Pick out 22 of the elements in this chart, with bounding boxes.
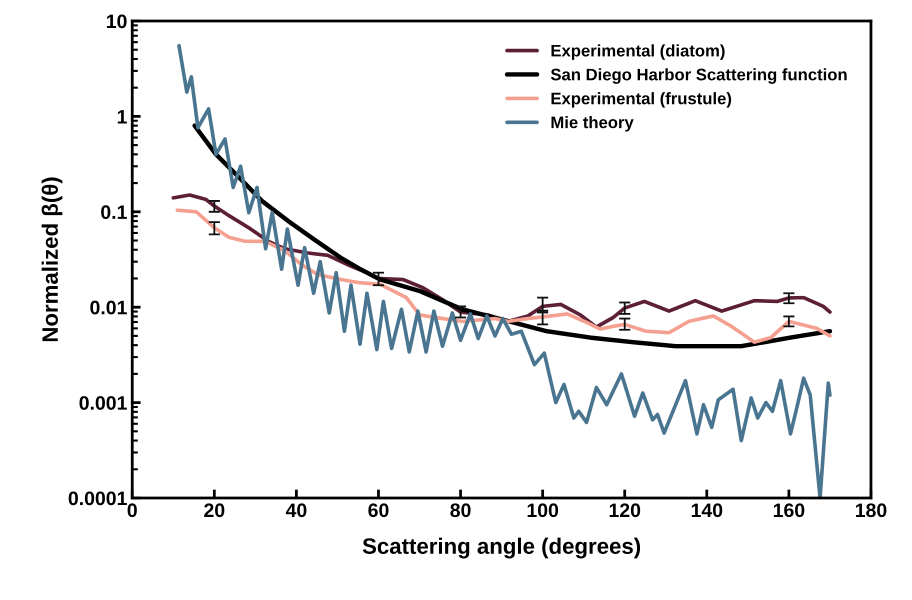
x-tick-label: 120 bbox=[610, 503, 640, 518]
y-tick-label: 10 bbox=[106, 14, 127, 28]
x-tick-label: 60 bbox=[368, 503, 388, 518]
legend-label: Mie theory bbox=[552, 116, 634, 132]
x-tick-label: 180 bbox=[856, 503, 886, 518]
x-tick-label: 20 bbox=[204, 503, 224, 518]
x-tick-label: 80 bbox=[450, 503, 471, 518]
legend-label: San Diego Harbor Scattering function bbox=[550, 68, 847, 84]
x-tick-label: 140 bbox=[692, 503, 722, 518]
y-tick-label: 0.001 bbox=[79, 396, 127, 410]
x-tick-label: 160 bbox=[774, 503, 804, 518]
x-tick-label: 100 bbox=[528, 503, 558, 518]
y-tick-label: 0.1 bbox=[101, 205, 127, 220]
legend-label: Experimental (diatom) bbox=[552, 44, 725, 60]
x-tick-label: 0 bbox=[128, 503, 137, 518]
y-tick-label: 1 bbox=[118, 110, 127, 124]
x-axis-title: Scattering angle (degrees) bbox=[362, 538, 640, 558]
y-axis-title: Normalized β(θ) bbox=[42, 177, 62, 342]
legend-label: Experimental (frustule) bbox=[552, 92, 732, 108]
y-tick-label: 0.01 bbox=[90, 300, 127, 314]
x-tick-label: 40 bbox=[286, 503, 306, 518]
y-tick-label: 0.0001 bbox=[68, 491, 127, 506]
